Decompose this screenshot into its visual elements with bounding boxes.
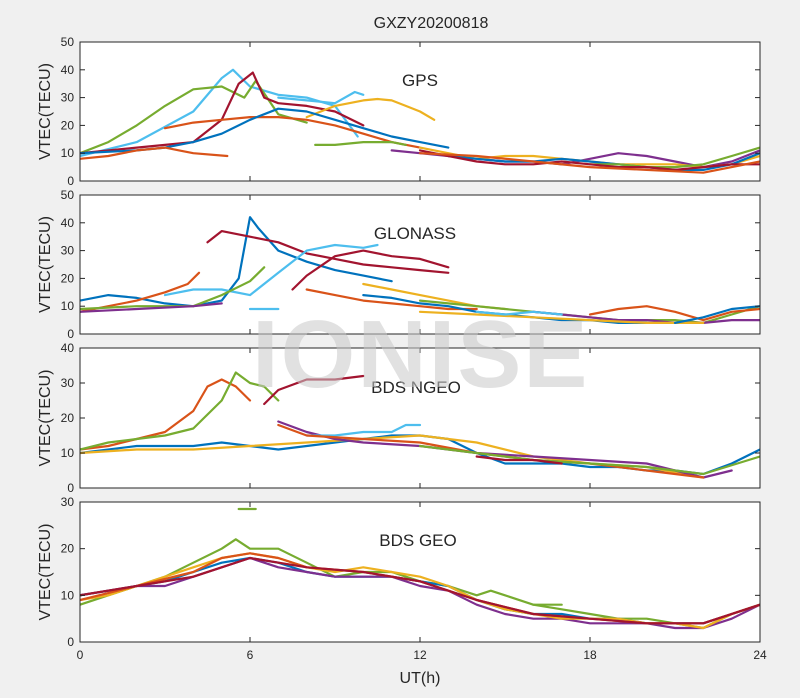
- x-tick-label: 6: [247, 648, 254, 662]
- series-line: [475, 455, 563, 465]
- series-line: [263, 374, 365, 406]
- series-line: [588, 305, 760, 322]
- series-line: [80, 371, 280, 451]
- y-tick-label: 30: [61, 376, 75, 390]
- y-axis-label: VTEC(TECU): [37, 63, 54, 160]
- panel-bds-ngeo: 0 10 20 30 40 VTEC(TECU) BDS NGEO: [37, 341, 761, 495]
- plot-area: [80, 195, 760, 334]
- y-tick-label: 20: [61, 411, 75, 425]
- y-tick-label: 0: [67, 174, 74, 188]
- series-line: [163, 116, 422, 149]
- panel-label: BDS NGEO: [371, 378, 461, 397]
- y-axis-label: VTEC(TECU): [37, 216, 54, 313]
- y-axis-label: VTEC(TECU): [37, 370, 54, 467]
- series-line: [447, 152, 760, 171]
- y-tick-label: 50: [61, 188, 75, 202]
- y-tick-label: 20: [61, 542, 75, 556]
- series-line: [277, 90, 365, 105]
- y-tick-label: 0: [67, 327, 74, 341]
- series-line: [305, 288, 478, 311]
- x-tick-label: 18: [583, 648, 597, 662]
- y-tick-label: 10: [61, 146, 75, 160]
- plot-area: [80, 348, 760, 488]
- series-line: [314, 141, 407, 146]
- series-line: [80, 71, 365, 155]
- series-line: [418, 149, 760, 171]
- series-line: [291, 249, 450, 291]
- series-line: [305, 423, 422, 437]
- series-line: [673, 305, 760, 324]
- y-tick-label: 40: [61, 216, 75, 230]
- y-tick-label: 0: [67, 481, 74, 495]
- series-line: [80, 556, 760, 625]
- y-tick-label: 50: [61, 35, 75, 49]
- y-tick-label: 0: [67, 635, 74, 649]
- y-tick-label: 10: [61, 446, 75, 460]
- y-tick-label: 10: [61, 588, 75, 602]
- series-line: [80, 302, 223, 313]
- series-line: [80, 146, 229, 160]
- series-line: [418, 152, 760, 174]
- y-tick-label: 20: [61, 118, 75, 132]
- series-line: [532, 310, 760, 324]
- series-group: [80, 68, 760, 174]
- y-tick-label: 40: [61, 341, 75, 355]
- panel-label: GLONASS: [374, 224, 456, 243]
- panel-bds-geo: 0 6 12 18 24 0 10 20 30 VTEC(TECU) BDS GEO: [37, 495, 767, 662]
- series-line: [80, 266, 266, 311]
- y-axis-label: VTEC(TECU): [37, 524, 54, 621]
- panel-glonass: 0 10 20 30 40 50 VTEC(TECU) GLONASS: [37, 188, 761, 341]
- series-group: [80, 216, 760, 324]
- series-line: [418, 310, 705, 324]
- y-tick-label: 30: [61, 495, 75, 509]
- y-tick-label: 10: [61, 299, 75, 313]
- series-group: [80, 507, 760, 630]
- panel-label: GPS: [402, 71, 438, 90]
- series-line: [305, 97, 436, 121]
- series-line: [206, 230, 450, 274]
- series-line: [588, 146, 760, 169]
- x-tick-label: 24: [753, 648, 767, 662]
- panel-gps: 0 10 20 30 40 50 VTEC(TECU) GPS: [37, 35, 761, 188]
- x-tick-label: 0: [77, 648, 84, 662]
- y-tick-label: 40: [61, 63, 75, 77]
- y-tick-label: 30: [61, 244, 75, 258]
- series-line: [418, 444, 760, 476]
- y-tick-label: 20: [61, 271, 75, 285]
- panel-label: BDS GEO: [379, 531, 456, 550]
- series-group: [80, 371, 760, 479]
- x-tick-label: 12: [413, 648, 427, 662]
- series-line: [163, 243, 379, 297]
- x-axis-label: UT(h): [400, 670, 441, 687]
- figure-title: GXZY20200818: [374, 15, 489, 32]
- subplots: 0 10 20 30 40 50 VTEC(TECU) GPS 0 10 20 30 40 50 VTEC(…: [37, 35, 767, 662]
- y-tick-label: 30: [61, 91, 75, 105]
- series-line: [475, 310, 563, 316]
